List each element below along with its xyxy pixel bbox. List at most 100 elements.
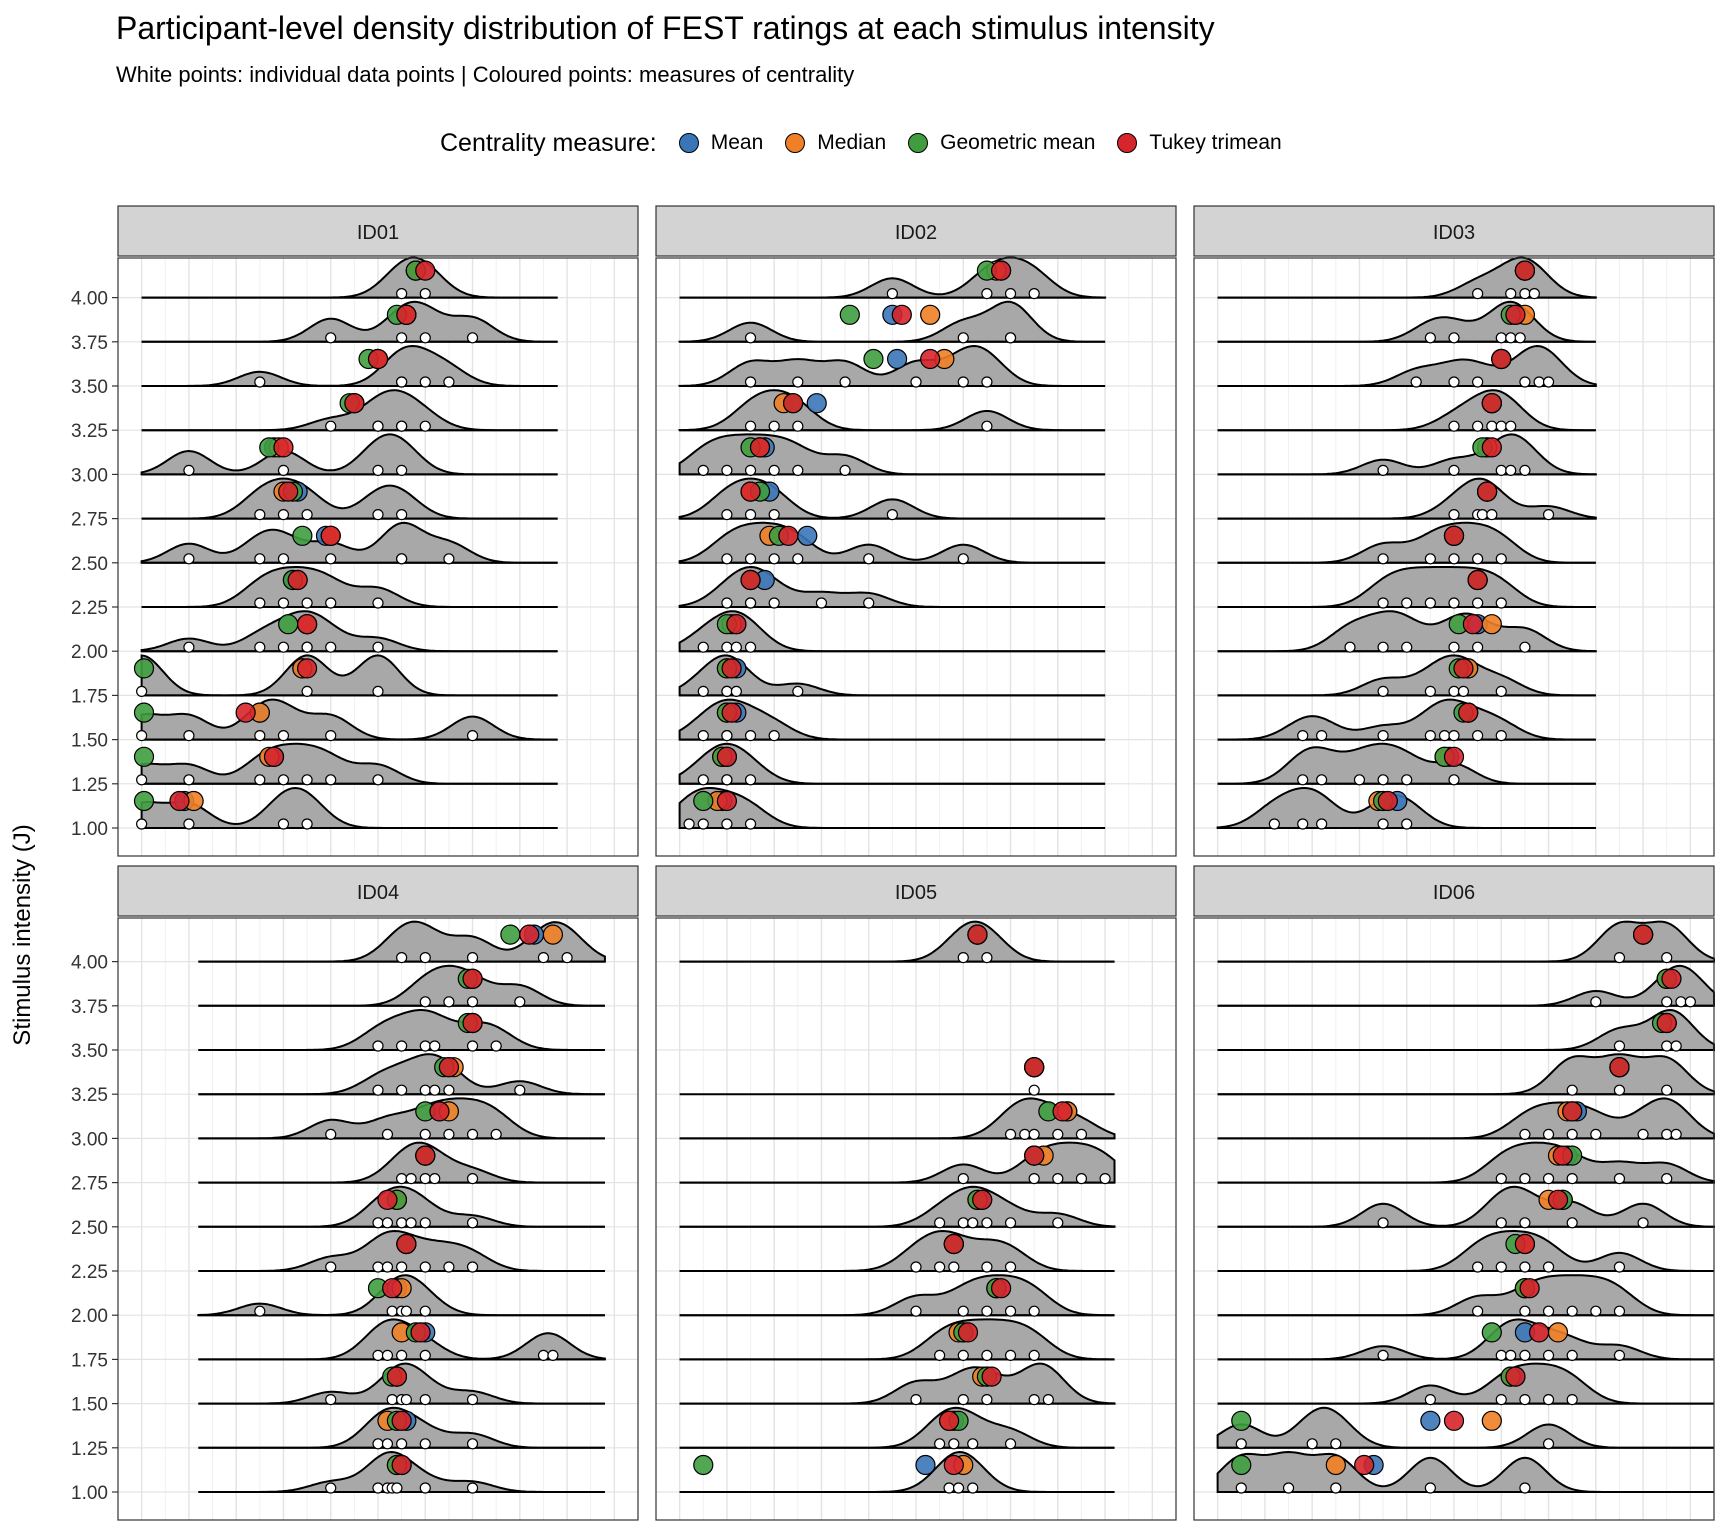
ridge-2.25 bbox=[198, 1229, 605, 1273]
data-point bbox=[1472, 597, 1484, 609]
panel-strip bbox=[1193, 205, 1715, 257]
data-point bbox=[721, 729, 733, 742]
data-point bbox=[277, 464, 290, 476]
data-point bbox=[721, 464, 733, 476]
data-point bbox=[183, 774, 195, 786]
data-point bbox=[1661, 1040, 1673, 1052]
data-point bbox=[957, 1172, 969, 1185]
tukey-trimean-point bbox=[1491, 348, 1512, 370]
y-tick-label: 1.00 bbox=[71, 819, 108, 840]
data-point bbox=[466, 1261, 479, 1273]
tukey-trimean-point bbox=[740, 481, 761, 502]
legend-key-geometric-mean bbox=[908, 133, 929, 153]
tukey-trimean-point bbox=[169, 790, 190, 812]
data-point bbox=[466, 951, 479, 964]
data-point bbox=[697, 729, 709, 742]
data-point bbox=[1028, 1128, 1040, 1141]
legend-label-mean: Mean bbox=[710, 131, 764, 154]
data-point bbox=[1495, 685, 1507, 698]
data-point bbox=[1472, 288, 1484, 300]
data-point bbox=[372, 420, 384, 432]
data-point bbox=[697, 818, 709, 830]
panel-id01: ID01 bbox=[117, 205, 639, 857]
data-point bbox=[1344, 641, 1356, 653]
ridge-2.25 bbox=[678, 565, 1106, 609]
ridge-1.75 bbox=[679, 1318, 1115, 1362]
data-point bbox=[466, 1438, 479, 1450]
data-point bbox=[981, 1261, 993, 1273]
data-point bbox=[1670, 1040, 1682, 1052]
ridge-3.00 bbox=[1217, 1097, 1715, 1141]
data-point bbox=[768, 464, 780, 476]
legend-key-mean bbox=[678, 133, 699, 153]
ridge-2.75 bbox=[678, 477, 1106, 521]
ridge-2.75 bbox=[198, 1141, 605, 1185]
ridge-1.25 bbox=[1217, 742, 1596, 786]
data-point bbox=[1004, 288, 1017, 300]
data-point bbox=[466, 1128, 479, 1141]
ridge-4.00 bbox=[1217, 920, 1715, 964]
data-point bbox=[1486, 508, 1498, 521]
data-point bbox=[372, 464, 384, 476]
data-point bbox=[1613, 1040, 1626, 1052]
data-point bbox=[744, 641, 757, 653]
median-point bbox=[542, 924, 564, 945]
data-point bbox=[1297, 774, 1309, 786]
data-point bbox=[396, 1040, 408, 1052]
data-point bbox=[1028, 288, 1040, 300]
data-point bbox=[1684, 996, 1696, 1008]
geometric-mean-point bbox=[292, 525, 313, 546]
panel-strip-label: ID02 bbox=[895, 222, 937, 244]
data-point bbox=[1377, 464, 1389, 476]
data-point bbox=[1472, 641, 1484, 653]
ridge-2.50 bbox=[198, 1185, 605, 1229]
tukey-trimean-point bbox=[1462, 614, 1484, 635]
data-point bbox=[1472, 1261, 1484, 1273]
data-point bbox=[1505, 288, 1517, 300]
y-tick-label: 1.00 bbox=[71, 1483, 108, 1504]
ridge-2.75 bbox=[1217, 477, 1597, 521]
tukey-trimean-point bbox=[1547, 1189, 1569, 1210]
panel-border bbox=[655, 917, 1177, 1521]
data-point bbox=[744, 376, 757, 388]
data-point bbox=[1566, 1128, 1578, 1141]
data-point bbox=[443, 376, 455, 388]
geometric-mean-point bbox=[500, 924, 521, 945]
data-point bbox=[419, 1217, 431, 1229]
data-point bbox=[1424, 553, 1436, 565]
data-point bbox=[1542, 1438, 1555, 1450]
data-point bbox=[1401, 641, 1413, 653]
tukey-trimean-point bbox=[1024, 1145, 1045, 1166]
data-point bbox=[277, 774, 290, 786]
data-point bbox=[1476, 508, 1488, 521]
tukey-trimean-point bbox=[716, 790, 738, 812]
data-point bbox=[1519, 1482, 1531, 1494]
y-tick-label: 2.00 bbox=[71, 642, 108, 663]
geometric-mean-point bbox=[133, 702, 155, 723]
ridge-1.00 bbox=[1216, 787, 1596, 830]
ridge-3.75 bbox=[678, 300, 1106, 344]
data-point bbox=[136, 774, 148, 786]
data-point bbox=[254, 729, 266, 742]
data-point bbox=[183, 464, 195, 476]
data-point bbox=[396, 1438, 408, 1450]
data-point bbox=[1448, 508, 1460, 521]
data-point bbox=[1424, 729, 1436, 742]
data-point bbox=[1613, 1305, 1626, 1317]
data-point bbox=[1566, 1172, 1578, 1185]
ridge-2.00 bbox=[197, 1274, 605, 1317]
y-tick-label: 1.75 bbox=[71, 686, 108, 707]
data-point bbox=[1268, 818, 1280, 830]
data-point bbox=[952, 1482, 965, 1494]
ridge-2.50 bbox=[140, 521, 558, 565]
y-tick-label: 3.50 bbox=[71, 377, 108, 398]
panel-id06: ID06 bbox=[1193, 865, 1715, 1521]
data-point bbox=[1410, 376, 1422, 388]
data-point bbox=[396, 508, 408, 521]
data-point bbox=[934, 1261, 946, 1273]
data-point bbox=[405, 1217, 417, 1229]
data-point bbox=[1542, 376, 1555, 388]
data-point bbox=[391, 1482, 403, 1494]
data-point bbox=[1519, 1217, 1531, 1229]
mean-point bbox=[806, 393, 827, 414]
